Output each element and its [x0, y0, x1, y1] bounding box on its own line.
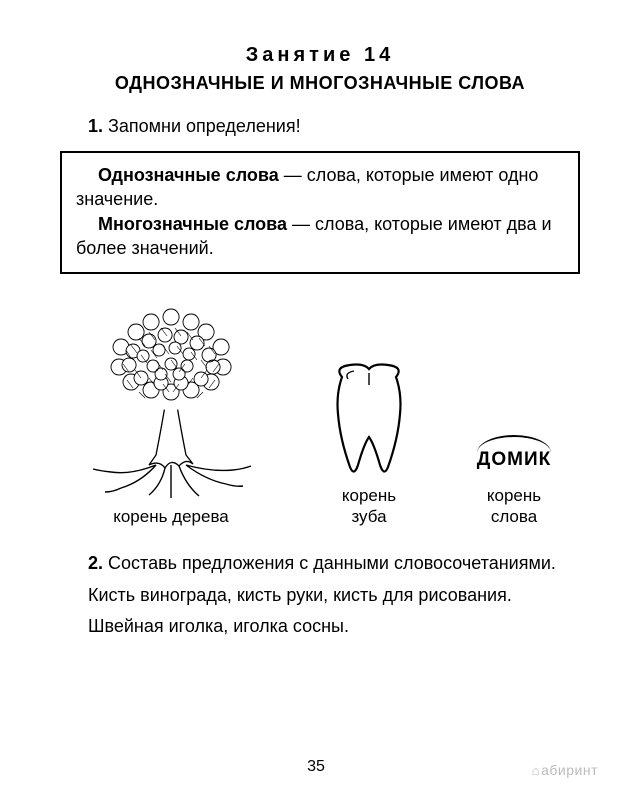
task-2-line-1: Кисть винограда, кисть руки, кисть для р… — [60, 583, 580, 608]
task-2-intro-text: Составь предложения с данными словосочет… — [108, 553, 556, 573]
task-1: 1. Запомни определения! — [60, 116, 580, 137]
tooth-label-line2: зуба — [351, 507, 386, 526]
task-2-line-2: Швейная иголка, иголка сосны. — [60, 614, 580, 639]
tree-label: корень дерева — [113, 506, 229, 527]
task-2-number: 2. — [88, 553, 103, 573]
definition-1: Однозначные слова — слова, которые имеют… — [76, 163, 564, 212]
task-2-intro: 2. Составь предложения с данными словосо… — [60, 551, 580, 576]
word-label-line1: корень — [487, 486, 541, 505]
definition-2-term: Многозначные слова — [98, 214, 287, 234]
house-icon: ⌂ — [532, 763, 540, 778]
definition-box: Однозначные слова — слова, которые имеют… — [60, 151, 580, 274]
task-1-number: 1. — [88, 116, 103, 136]
tree-illustration: корень дерева — [66, 300, 276, 527]
tooth-icon — [324, 359, 414, 479]
word-domik: ДОМИК — [477, 439, 551, 471]
illustrations-row: корень дерева корень зуба ДОМИК корень с… — [60, 300, 580, 527]
tooth-label-line1: корень — [342, 486, 396, 505]
definition-2: Многозначные слова — слова, которые имею… — [76, 212, 564, 261]
definition-1-term: Однозначные слова — [98, 165, 279, 185]
tree-icon — [71, 300, 271, 500]
watermark: ⌂абиринт — [532, 762, 598, 778]
root-arc-icon — [477, 435, 551, 453]
task-2-block: 2. Составь предложения с данными словосо… — [60, 551, 580, 639]
word-label-line2: слова — [491, 507, 537, 526]
tooth-label: корень зуба — [342, 485, 396, 528]
lesson-number: Занятие 14 — [60, 44, 580, 67]
word-illustration: ДОМИК корень слова — [454, 439, 574, 528]
page-title: ОДНОЗНАЧНЫЕ И МНОГОЗНАЧНЫЕ СЛОВА — [60, 73, 580, 94]
tooth-illustration: корень зуба — [309, 359, 429, 528]
task-1-text: Запомни определения! — [108, 116, 301, 136]
watermark-text: абиринт — [541, 762, 598, 778]
word-label: корень слова — [487, 485, 541, 528]
